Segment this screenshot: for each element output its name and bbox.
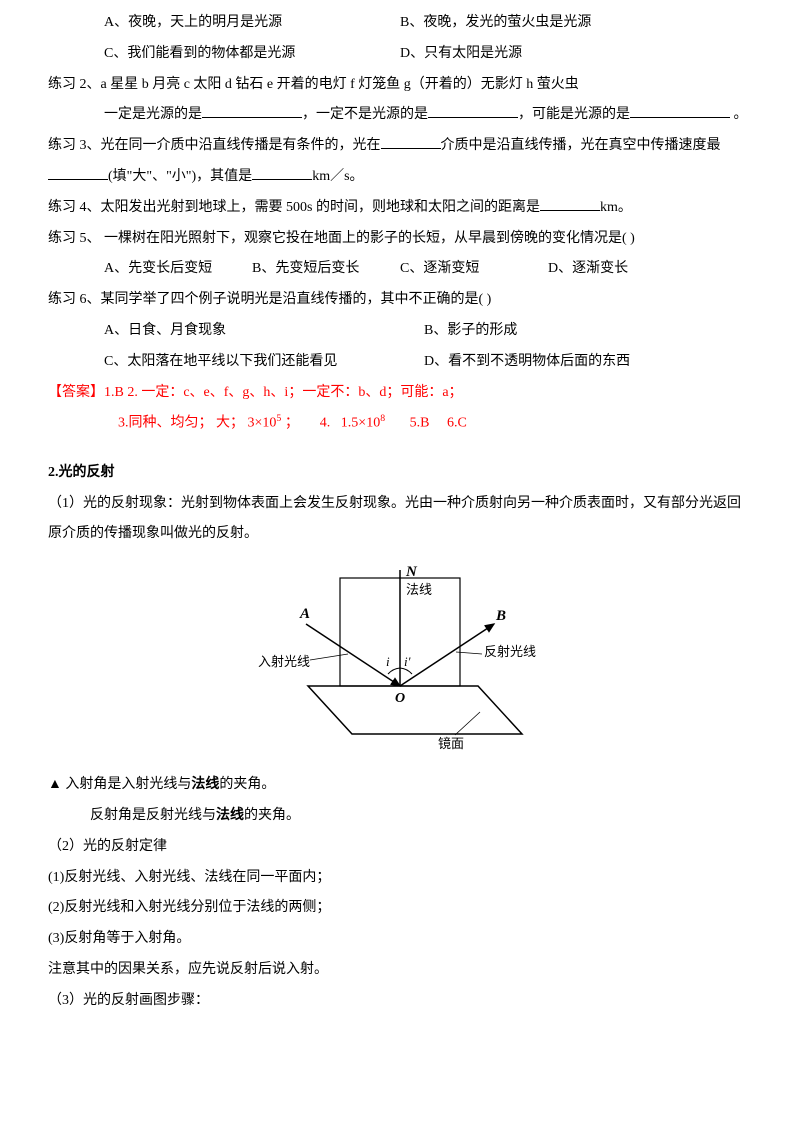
tri-post: 的夹角。	[219, 777, 275, 792]
q3-l2b: km／s。	[312, 169, 363, 184]
q6-opt-c: C、太阳落在地平线以下我们还能看见	[104, 347, 424, 378]
q6-row2: C、太阳落在地平线以下我们还能看见 D、看不到不透明物体后面的东西	[48, 347, 752, 378]
q2-mid2: ，可能是光源的是	[518, 107, 630, 122]
law-3: (3)反射角等于入射角。	[48, 924, 752, 955]
q1-opt-c: C、我们能看到的物体都是光源	[104, 39, 400, 70]
q3-pre: 练习 3、光在同一介质中沿直线传播是有条件的，光在	[48, 138, 381, 153]
q6-opt-d: D、看不到不透明物体后面的东西	[424, 347, 630, 378]
q2-line2: 一定是光源的是 ，一定不是光源的是 ，可能是光源的是 。	[48, 100, 752, 131]
q6-stem: 练习 6、某同学举了四个例子说明光是沿直线传播的，其中不正确的是( )	[48, 285, 752, 316]
label-i: i	[386, 654, 390, 669]
q4: 练习 4、太阳发出光射到地球上，需要 500s 的时间，则地球和太阳之间的距离是…	[48, 193, 752, 224]
q3-line1: 练习 3、光在同一介质中沿直线传播是有条件的，光在 介质中是沿直线传播，光在真空中…	[48, 131, 752, 162]
q2-end: 。	[730, 107, 748, 122]
tri2-post: 的夹角。	[244, 808, 300, 823]
label-N: N	[405, 564, 418, 580]
section2-note: 注意其中的因果关系，应先说反射后说入射。	[48, 955, 752, 986]
blank	[48, 166, 108, 180]
blank	[252, 166, 312, 180]
q3-l2a: (填"大"、"小")，其值是	[108, 169, 252, 184]
q5-opt-b: B、先变短后变长	[252, 254, 400, 285]
reflection-svg: N 法线 A 入射光线 B 反射光线 i i' O 镜面	[250, 562, 550, 752]
label-normal: 法线	[406, 582, 432, 597]
blank	[381, 135, 441, 149]
q5-options: A、先变长后变短 B、先变短后变长 C、逐渐变短 D、逐渐变长	[48, 254, 752, 285]
section2-title: 2.光的反射	[48, 458, 752, 489]
q3-mid1: 介质中是沿直线传播，光在真空中传播速度最	[441, 138, 721, 153]
answers-line1: 【答案】1.B 2. 一定：c、e、f、g、h、i；一定不：b、d；可能：a；	[48, 378, 752, 409]
tri-bold: 法线	[191, 777, 219, 792]
q2-line1: 练习 2、a 星星 b 月亮 c 太阳 d 钻石 e 开着的电灯 f 灯笼鱼 g…	[48, 70, 752, 101]
q5-opt-a: A、先变长后变短	[104, 254, 252, 285]
q6-opt-b: B、影子的形成	[424, 316, 517, 347]
answers-line2: 3.同种、均匀； 大； 3×105 ； 4. 1.5×108 5.B 6.C	[48, 408, 752, 439]
law-1: (1)反射光线、入射光线、法线在同一平面内；	[48, 863, 752, 894]
q1-opt-d: D、只有太阳是光源	[400, 39, 522, 70]
q3-line2: (填"大"、"小")，其值是 km／s。	[48, 162, 752, 193]
def-incident-angle: ▲ 入射角是入射光线与法线的夹角。	[48, 770, 752, 801]
law-2: (2)反射光线和入射光线分别位于法线的两侧；	[48, 893, 752, 924]
q6-opt-a: A、日食、月食现象	[104, 316, 424, 347]
reflection-diagram: N 法线 A 入射光线 B 反射光线 i i' O 镜面	[48, 562, 752, 752]
label-B: B	[495, 608, 506, 624]
q2-mid1: ，一定不是光源的是	[302, 107, 428, 122]
q1-options-row2: C、我们能看到的物体都是光源 D、只有太阳是光源	[48, 39, 752, 70]
label-reflected: 反射光线	[484, 644, 536, 659]
q1-opt-b: B、夜晚，发光的萤火虫是光源	[400, 8, 591, 39]
label-mirror: 镜面	[438, 736, 464, 751]
q6-row1: A、日食、月食现象 B、影子的形成	[48, 316, 752, 347]
label-A: A	[299, 606, 310, 622]
section2-p2: （2）光的反射定律	[48, 832, 752, 863]
tri2-pre: 反射角是反射光线与	[90, 808, 216, 823]
answers-1: 【答案】1.B 2. 一定：c、e、f、g、h、i；一定不：b、d；可能：a；	[48, 385, 463, 400]
q1-opt-a: A、夜晚，天上的明月是光源	[104, 8, 400, 39]
q1-options-row1: A、夜晚，天上的明月是光源 B、夜晚，发光的萤火虫是光源	[48, 8, 752, 39]
label-O: O	[395, 691, 405, 706]
label-incident: 入射光线	[258, 654, 310, 669]
q4-post: km。	[600, 200, 632, 215]
blank	[202, 104, 302, 118]
tri-pre: ▲ 入射角是入射光线与	[48, 777, 191, 792]
q5-opt-d: D、逐渐变长	[548, 254, 628, 285]
blank	[540, 197, 600, 211]
section2-p1: （1）光的反射现象：光射到物体表面上会发生反射现象。光由一种介质射向另一种介质表…	[48, 489, 752, 551]
def-reflected-angle: 反射角是反射光线与法线的夹角。	[48, 801, 752, 832]
q5-opt-c: C、逐渐变短	[400, 254, 548, 285]
blank	[428, 104, 518, 118]
q4-pre: 练习 4、太阳发出光射到地球上，需要 500s 的时间，则地球和太阳之间的距离是	[48, 200, 540, 215]
q5-stem: 练习 5、 一棵树在阳光照射下，观察它投在地面上的影子的长短，从早晨到傍晚的变化…	[48, 224, 752, 255]
label-ip: i'	[404, 654, 411, 669]
section2-p3: （3）光的反射画图步骤：	[48, 986, 752, 1017]
blank	[630, 104, 730, 118]
tri2-bold: 法线	[216, 808, 244, 823]
q2-pre1: 一定是光源的是	[104, 107, 202, 122]
